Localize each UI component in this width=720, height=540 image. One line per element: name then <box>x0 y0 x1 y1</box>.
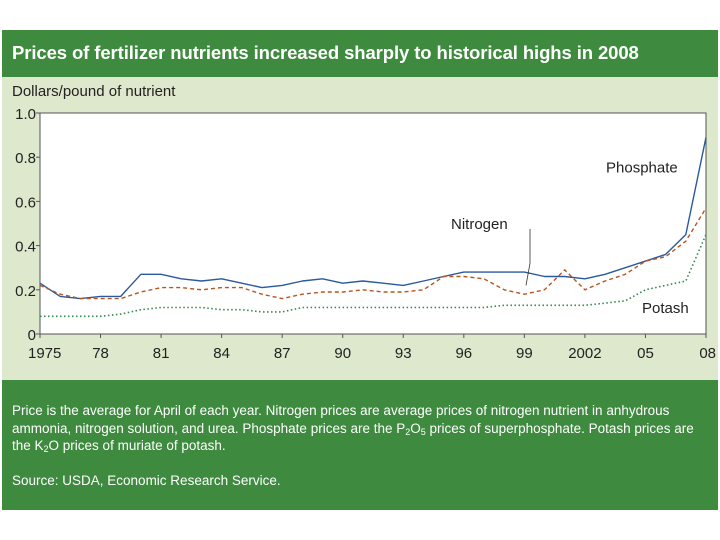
x-tick-label: 90 <box>334 345 351 362</box>
x-tick-label: 96 <box>455 345 472 362</box>
series-label-nitrogen: Nitrogen <box>451 216 508 233</box>
chart-note: Price is the average for April of each y… <box>12 402 702 455</box>
x-tick-label: 78 <box>92 345 109 362</box>
plot-area: Dollars/pound of nutrient 0 0.2 0.4 0.6 0.8 1.… <box>2 77 718 410</box>
series-line-potash <box>40 234 707 318</box>
x-tick-label: 05 <box>637 345 654 362</box>
x-tick-label: 87 <box>274 345 291 362</box>
note-part1: Price is the average for April of each y… <box>12 403 670 436</box>
y-tick-label: 0.4 <box>15 239 36 256</box>
x-tick-label: 99 <box>516 345 533 362</box>
nitrogen-leader-line <box>525 229 531 286</box>
title-bar: Prices of fertilizer nutrients increased… <box>2 30 718 77</box>
x-tick-label: 81 <box>153 345 170 362</box>
note-sub3: 2 <box>43 444 49 454</box>
series-line-nitrogen <box>39 207 707 300</box>
note-part3: prices of superphosphate. Potash prices … <box>12 420 694 454</box>
note-part2: O <box>410 420 421 436</box>
chart-svg: Dollars/pound of nutrient 0 0.2 0.4 0.6 0.8 1.… <box>12 83 716 362</box>
x-tick-label: 08 <box>699 345 716 362</box>
plot-frame <box>39 112 707 335</box>
y-tick-label: 0.2 <box>15 283 36 300</box>
x-tick-label: 84 <box>213 345 230 362</box>
chart-source: Source: USDA, Economic Research Service. <box>12 473 281 488</box>
x-tick-label: 93 <box>395 345 412 362</box>
y-tick-label: 0.6 <box>15 194 36 211</box>
note-sub2: 5 <box>420 426 426 437</box>
y-axis-label: Dollars/pound of nutrient <box>12 83 176 100</box>
series-line-phosphate <box>39 137 707 300</box>
series-label-potash: Potash <box>642 300 689 317</box>
chart-figure: Prices of fertilizer nutrients increased… <box>2 30 718 510</box>
y-tick-label: 0 <box>28 327 36 344</box>
y-tick-label: 1.0 <box>15 106 36 123</box>
x-tick-label: 1975 <box>28 345 61 362</box>
chart-title: Prices of fertilizer nutrients increased… <box>12 42 639 63</box>
x-tick-label: 2002 <box>568 345 601 362</box>
note-part4: O prices of muriate of potash. <box>48 438 226 453</box>
note-sub1: 2 <box>405 426 411 437</box>
series-label-phosphate: Phosphate <box>606 160 678 177</box>
note-box: Price is the average for April of each y… <box>2 380 718 510</box>
y-tick-label: 0.8 <box>15 150 36 167</box>
